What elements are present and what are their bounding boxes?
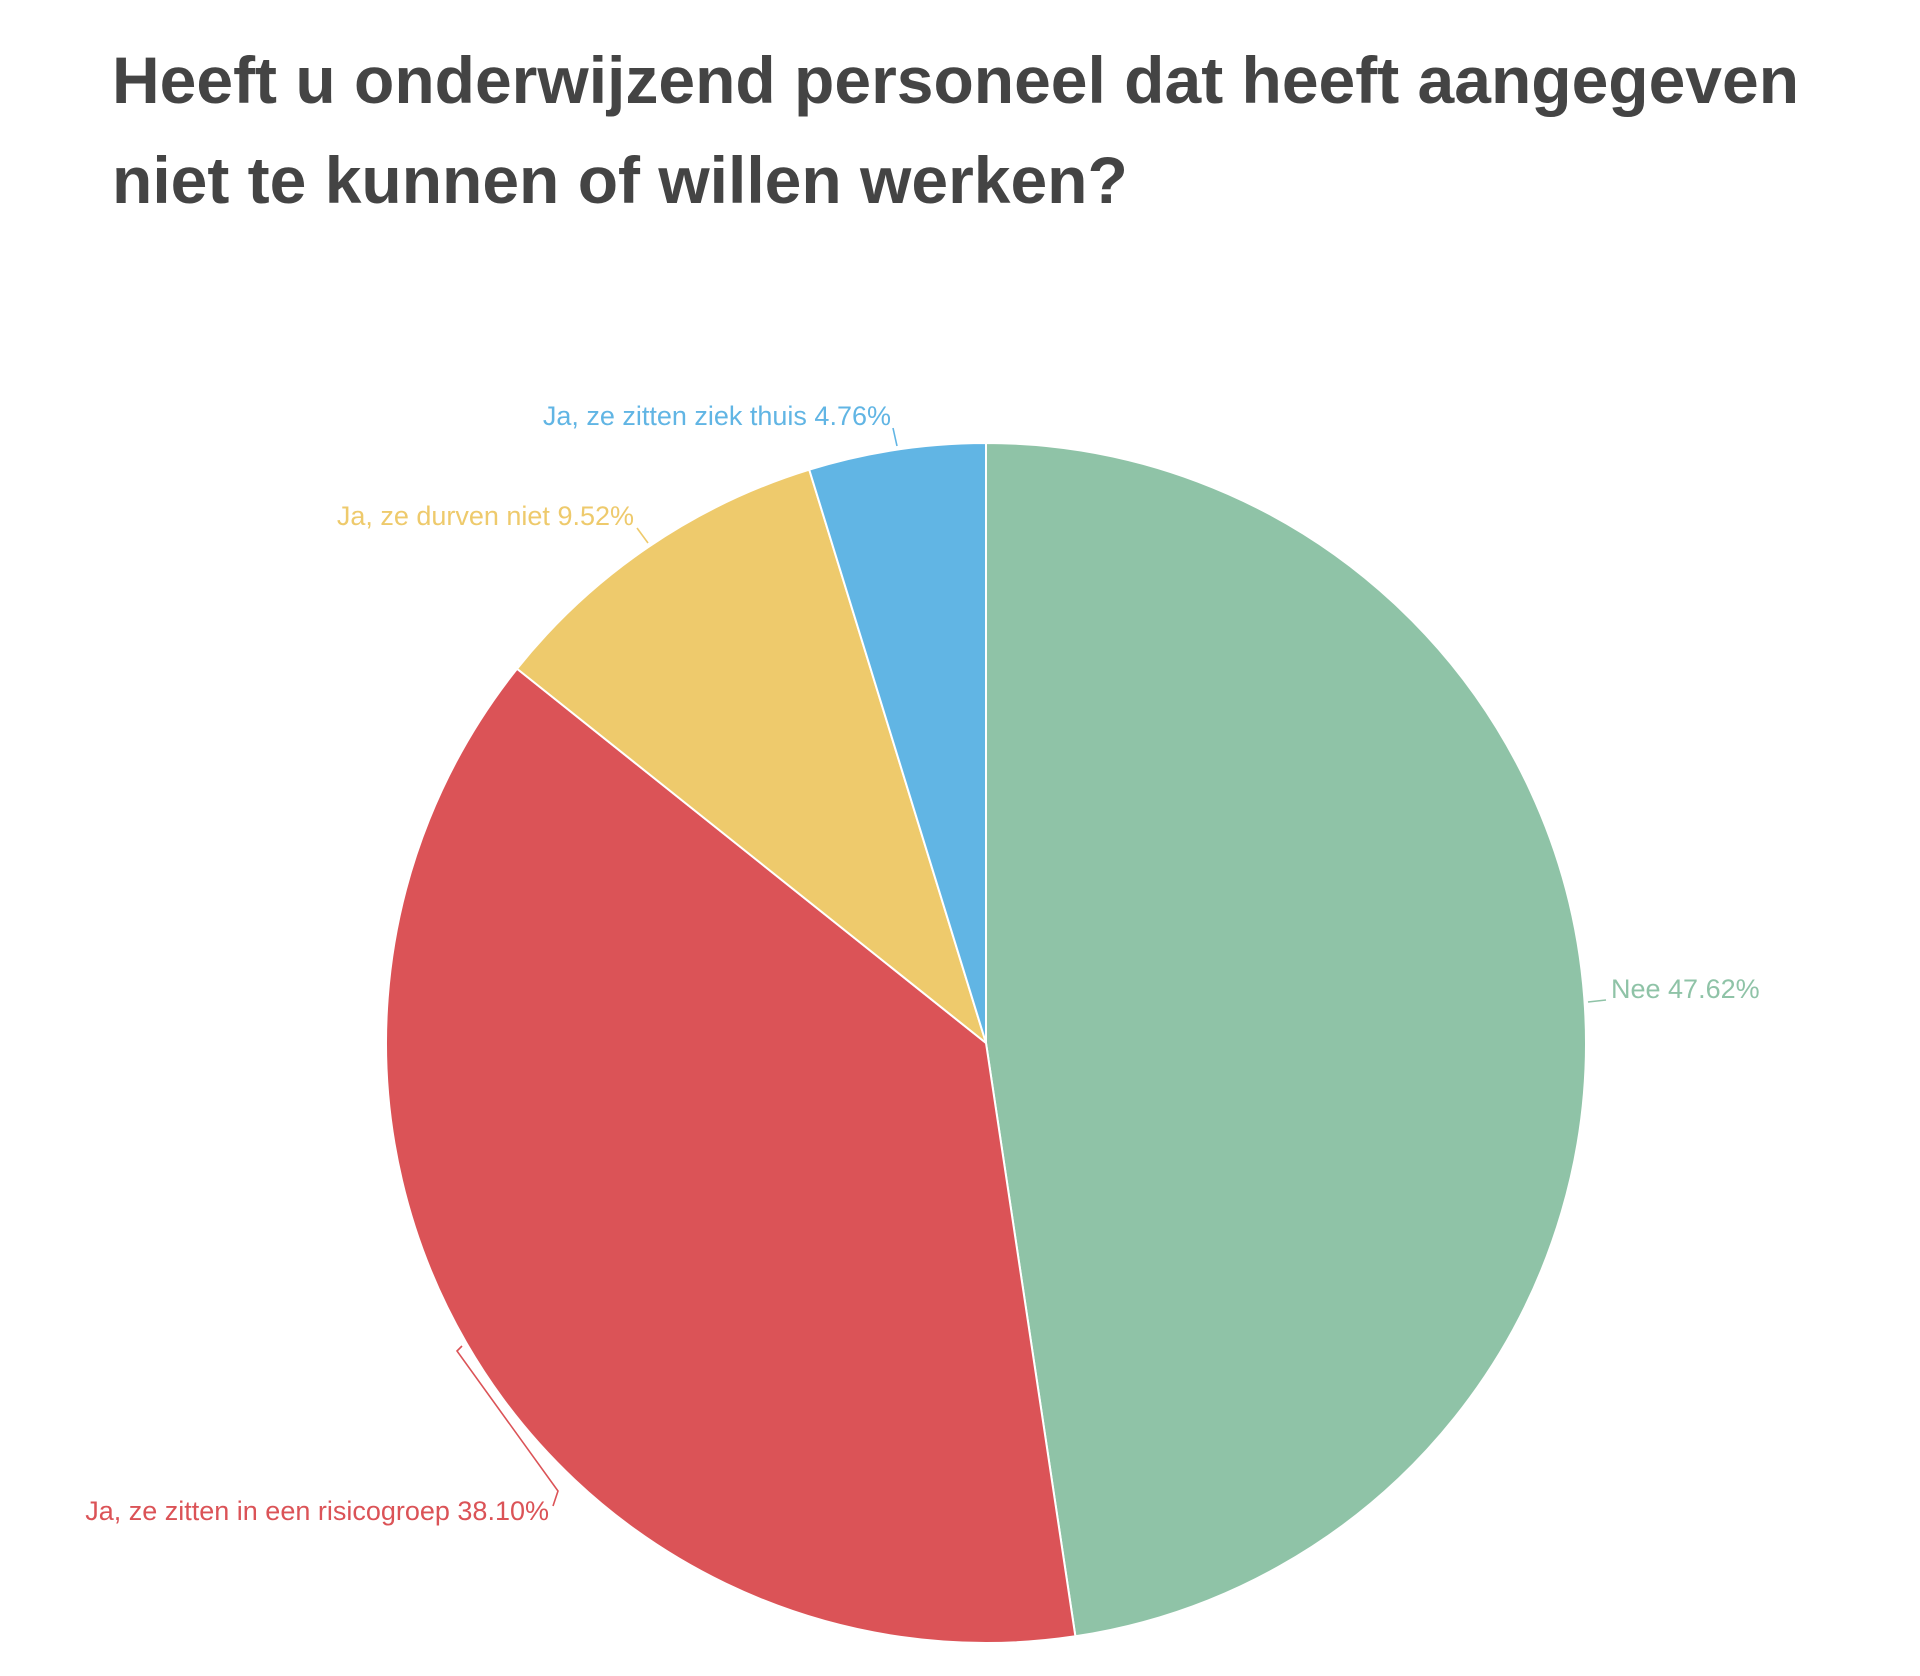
pie-slices [385,442,1587,1644]
label-leader-line [1587,999,1607,1003]
slice-data-label: Ja, ze zitten ziek thuis 4.76% [543,401,891,431]
slice-data-label: Ja, ze durven niet 9.52% [337,501,634,531]
slice-data-label: Ja, ze zitten in een risicogroep 38.10% [85,1496,549,1526]
label-leader-line [636,527,649,544]
label-leader-line [455,1345,559,1507]
slice-data-label: Nee 47.62% [1611,974,1760,1004]
pie-slice [516,468,987,1044]
pie-slice [808,442,987,1044]
label-leader-line [892,427,898,447]
pie-slice [985,442,1587,1638]
chart-title: Heeft u onderwijzend personeel dat heeft… [112,43,1800,217]
pie-labels: Nee 47.62% Ja, ze zitten in een risicogro… [85,401,1759,1526]
pie-slice [385,667,1077,1644]
